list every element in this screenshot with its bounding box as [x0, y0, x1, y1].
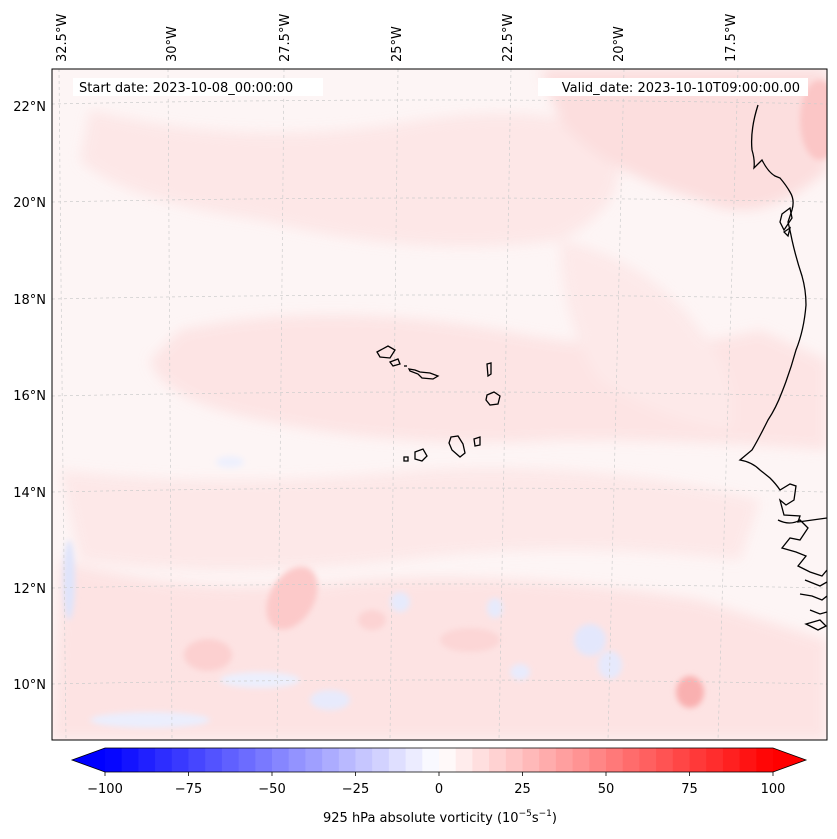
longitude-labels: 32.5°W 30°W 27.5°W 25°W 22.5°W 20°W 17.5… [55, 14, 739, 62]
colorbar-bin [355, 748, 373, 772]
colorbar-bin [422, 748, 440, 772]
colorbar-tick-label: 0 [435, 782, 443, 797]
colorbar-bin [288, 748, 306, 772]
colorbar-bin [539, 748, 557, 772]
colorbar-bin [572, 748, 590, 772]
colorbar-bin [622, 748, 640, 772]
colorbar-bin [372, 748, 390, 772]
vorticity-field [52, 69, 827, 740]
sao-nicolau-island [407, 368, 440, 380]
santo-antao-island [376, 345, 396, 359]
lat-label: 14°N [13, 486, 46, 501]
colorbar-tick-label: 25 [514, 782, 531, 797]
colorbar-bin [272, 748, 290, 772]
lat-label: 18°N [13, 293, 46, 308]
lon-label: 32.5°W [55, 14, 70, 62]
sal-island [486, 362, 492, 378]
colorbar-bin [489, 748, 507, 772]
colorbar-tick-label: −75 [175, 782, 202, 797]
colorbar-bins [105, 748, 774, 772]
colorbar-bin [338, 748, 357, 772]
sao-vicente-island [388, 358, 401, 367]
colorbar-bin [138, 748, 156, 772]
lon-label: 30°W [165, 26, 180, 62]
colorbar-tick-label: −50 [258, 782, 285, 797]
maio-island [473, 436, 481, 447]
west-africa-coastline [738, 104, 827, 523]
colorbar-bin [238, 748, 256, 772]
colorbar-bin [739, 748, 757, 772]
graticule [52, 69, 827, 740]
brava-island [403, 456, 409, 462]
map-area[interactable] [52, 69, 837, 740]
colorbar-bin [656, 748, 674, 772]
coastline [738, 104, 827, 631]
colorbar-bin [522, 748, 540, 772]
colorbar-bin [439, 748, 457, 772]
colorbar-high-extension [773, 748, 806, 772]
colorbar-bin [689, 748, 707, 772]
lat-label: 22°N [13, 100, 46, 115]
lon-label: 25°W [390, 26, 405, 62]
santiago-island [448, 435, 466, 458]
cape-verde-islands [376, 345, 501, 462]
colorbar-bin [606, 748, 624, 772]
colorbar-low-extension [72, 748, 105, 772]
colorbar-bin [305, 748, 323, 772]
latitude-labels: 22°N 20°N 18°N 16°N 14°N 12°N 10°N [13, 100, 46, 693]
lon-label: 17.5°W [724, 14, 739, 62]
lat-label: 10°N [13, 678, 46, 693]
colorbar-bin [188, 748, 206, 772]
colorbar-bin [171, 748, 190, 772]
colorbar-ticks [104, 772, 774, 776]
colorbar-bin [121, 748, 139, 772]
start-date-label: Start date: 2023-10-08_00:00:00 [79, 81, 293, 96]
colorbar-label: 925 hPa absolute vorticity (10−5s−1) [323, 809, 557, 826]
colorbar-bin [589, 748, 607, 772]
lon-label: 20°W [612, 26, 627, 62]
colorbar-bin [405, 748, 423, 772]
map-frame [51, 68, 828, 741]
colorbar-bin [722, 748, 741, 772]
colorbar-tick-label: 50 [598, 782, 615, 797]
colorbar-bin [155, 748, 173, 772]
colorbar-bin [255, 748, 273, 772]
colorbar-bin [639, 748, 657, 772]
colorbar-tick-labels: −100 −75 −50 −25 0 25 50 75 100 [87, 782, 785, 797]
valid-date-label: Valid_date: 2023-10-10T09:00:00.00 [562, 81, 800, 96]
lat-label: 20°N [13, 196, 46, 211]
fogo-island [414, 448, 428, 462]
colorbar-bin [472, 748, 490, 772]
colorbar: −100 −75 −50 −25 0 25 50 75 100 925 hPa … [70, 747, 808, 826]
colorbar-tick-label: −100 [87, 782, 123, 797]
colorbar-bin [706, 748, 724, 772]
boa-vista-island [485, 391, 501, 406]
lat-label: 16°N [13, 389, 46, 404]
colorbar-bin [672, 748, 691, 772]
colorbar-bin [505, 748, 524, 772]
colorbar-tick-label: −25 [342, 782, 369, 797]
colorbar-tick-label: 75 [681, 782, 698, 797]
lat-label: 12°N [13, 582, 46, 597]
lon-label: 22.5°W [501, 14, 516, 62]
colorbar-bin [555, 748, 574, 772]
map-header: Start date: 2023-10-08_00:00:00 Valid_da… [73, 78, 808, 96]
colorbar-bin [756, 748, 774, 772]
colorbar-bin [105, 748, 123, 772]
lon-label: 27.5°W [278, 14, 293, 62]
colorbar-bin [455, 748, 473, 772]
colorbar-tick-label: 100 [761, 782, 786, 797]
colorbar-bin [205, 748, 223, 772]
colorbar-bin [388, 748, 407, 772]
colorbar-bin [322, 748, 340, 772]
colorbar-bin [221, 748, 240, 772]
